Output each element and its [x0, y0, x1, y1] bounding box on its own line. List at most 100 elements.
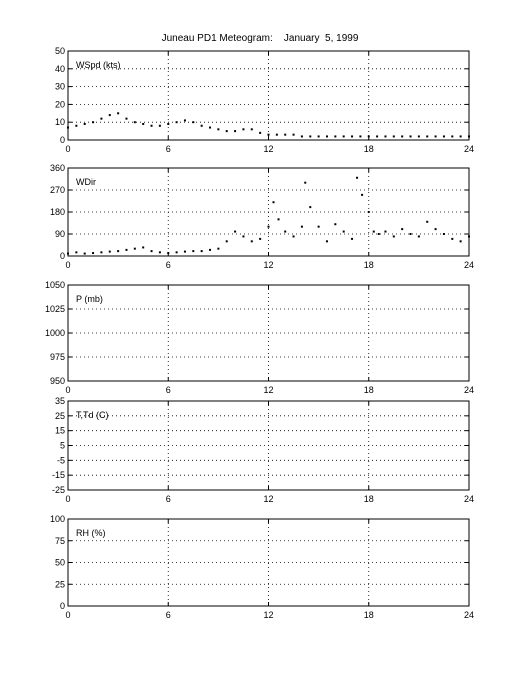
y-tick-label: 975 — [50, 352, 65, 362]
data-point — [409, 135, 412, 138]
y-tick-label: 25 — [55, 579, 65, 589]
data-point — [334, 223, 337, 226]
data-point — [242, 235, 245, 238]
data-point — [83, 252, 86, 255]
data-point — [292, 235, 295, 238]
data-point — [459, 240, 462, 243]
data-point — [242, 128, 245, 131]
x-tick-label: 12 — [263, 494, 273, 504]
data-point — [100, 251, 103, 254]
y-tick-label: -25 — [52, 485, 65, 495]
data-point — [342, 230, 345, 233]
y-tick-label: 1025 — [45, 304, 65, 314]
data-point — [267, 133, 270, 136]
x-tick-label: 0 — [65, 260, 70, 270]
x-tick-label: 6 — [166, 144, 171, 154]
x-tick-label: 0 — [65, 494, 70, 504]
data-point — [142, 246, 145, 249]
x-tick-label: 12 — [263, 260, 273, 270]
data-point — [259, 131, 262, 134]
y-tick-label: 270 — [50, 185, 65, 195]
data-point — [442, 135, 445, 138]
data-point — [451, 237, 454, 240]
panel-label: WSpd (kts) — [76, 60, 121, 70]
data-point — [125, 117, 128, 120]
data-point — [300, 225, 303, 228]
x-tick-label: 18 — [364, 260, 374, 270]
data-point — [117, 112, 120, 115]
data-point — [392, 235, 395, 238]
x-tick-label: 0 — [65, 610, 70, 620]
data-point — [361, 193, 364, 196]
y-tick-label: 10 — [55, 117, 65, 127]
data-point — [108, 250, 111, 253]
data-point — [334, 135, 337, 138]
y-tick-label: 5 — [60, 441, 65, 451]
data-point — [434, 228, 437, 231]
x-tick-label: 12 — [263, 144, 273, 154]
data-point — [259, 237, 262, 240]
data-point — [401, 228, 404, 231]
data-point — [367, 135, 370, 138]
y-tick-label: 50 — [55, 46, 65, 56]
data-point — [200, 124, 203, 127]
y-tick-label: 20 — [55, 99, 65, 109]
data-point — [92, 121, 95, 124]
data-point — [75, 251, 78, 254]
data-point — [167, 122, 170, 125]
panel-label: T,Td (C) — [76, 410, 109, 420]
data-point — [183, 250, 186, 253]
data-point — [317, 225, 320, 228]
y-tick-label: -15 — [52, 470, 65, 480]
y-tick-label: 0 — [60, 251, 65, 261]
data-point — [377, 233, 380, 235]
data-point — [133, 121, 136, 124]
data-point — [225, 240, 228, 243]
data-point — [275, 133, 278, 136]
data-point — [356, 176, 359, 179]
y-tick-label: 40 — [55, 64, 65, 74]
data-point — [200, 250, 203, 253]
data-point — [142, 122, 145, 125]
data-point — [442, 233, 445, 235]
data-point — [359, 135, 362, 138]
data-point — [209, 126, 212, 129]
data-point — [83, 122, 86, 125]
y-tick-label: 75 — [55, 536, 65, 546]
x-tick-label: 24 — [464, 385, 474, 395]
data-point — [376, 135, 379, 138]
data-point — [108, 114, 111, 117]
x-tick-label: 18 — [364, 494, 374, 504]
panel-label: P (mb) — [76, 294, 103, 304]
x-tick-label: 18 — [364, 385, 374, 395]
figure-title: Juneau PD1 Meteogram: January 5, 1999 — [161, 33, 359, 44]
data-point — [284, 230, 287, 233]
data-point — [117, 250, 120, 253]
y-tick-label: 180 — [50, 207, 65, 217]
x-tick-label: 0 — [65, 385, 70, 395]
data-point — [150, 124, 153, 127]
data-point — [384, 230, 387, 233]
data-point — [468, 135, 470, 138]
data-point — [125, 248, 128, 251]
data-point — [158, 251, 161, 254]
data-point — [351, 135, 354, 138]
data-point — [92, 252, 95, 255]
data-point — [459, 135, 462, 138]
data-point — [250, 240, 253, 243]
panel-label: WDir — [76, 177, 96, 187]
data-point — [209, 248, 212, 251]
data-point — [468, 235, 470, 238]
panel-label: RH (%) — [76, 528, 106, 538]
data-point — [351, 237, 354, 240]
data-point — [133, 247, 136, 250]
y-tick-label: 50 — [55, 558, 65, 568]
data-point — [325, 240, 328, 243]
x-tick-label: 6 — [166, 385, 171, 395]
x-tick-label: 6 — [166, 260, 171, 270]
data-point — [342, 135, 345, 138]
data-point — [300, 135, 303, 138]
data-point — [309, 206, 312, 209]
y-tick-label: 0 — [60, 601, 65, 611]
